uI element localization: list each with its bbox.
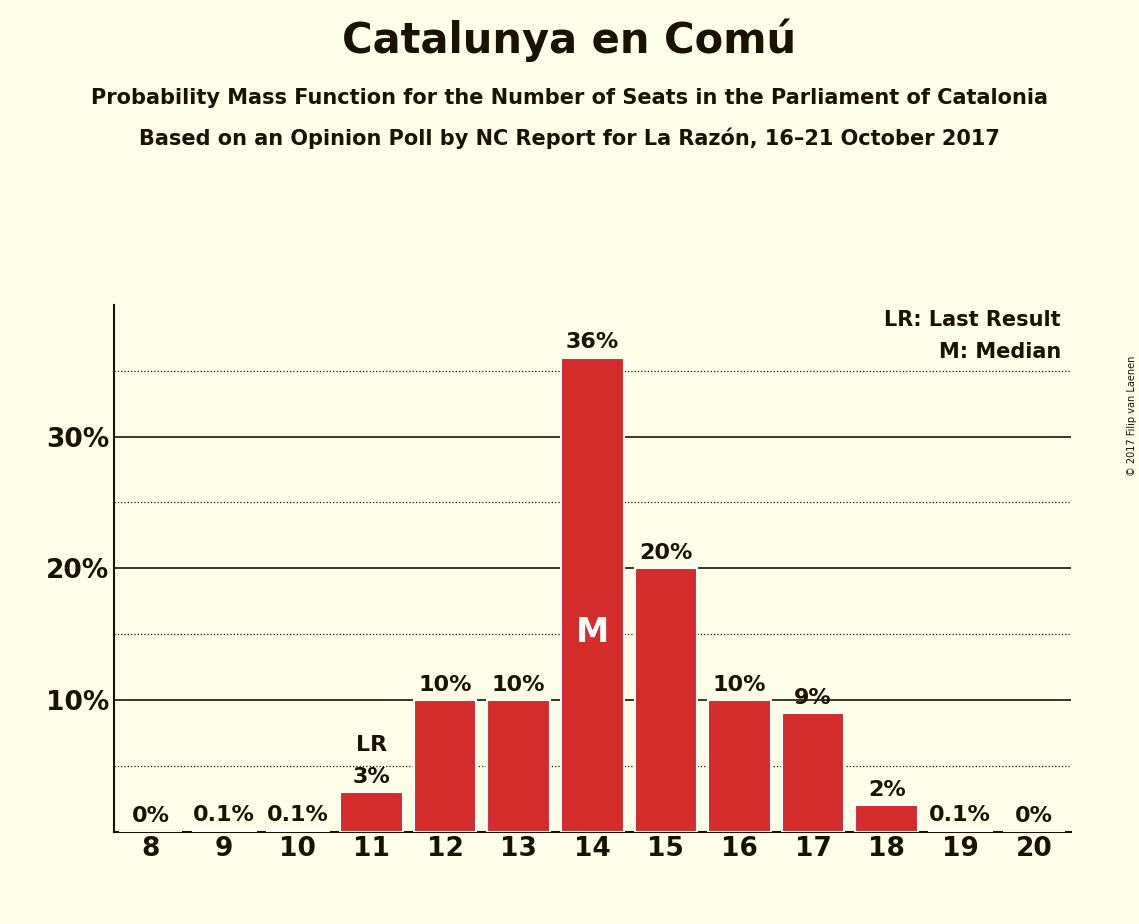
Text: 10%: 10% bbox=[713, 675, 767, 695]
Text: 2%: 2% bbox=[868, 780, 906, 800]
Text: 0%: 0% bbox=[132, 807, 170, 826]
Text: 0%: 0% bbox=[1015, 807, 1052, 826]
Bar bbox=[267, 831, 329, 832]
Bar bbox=[413, 700, 476, 832]
Text: LR: LR bbox=[355, 736, 387, 755]
Bar bbox=[341, 792, 403, 832]
Text: 10%: 10% bbox=[418, 675, 472, 695]
Text: Catalunya en Comú: Catalunya en Comú bbox=[343, 18, 796, 62]
Text: 0.1%: 0.1% bbox=[194, 805, 255, 825]
Text: M: Median: M: Median bbox=[939, 342, 1062, 362]
Bar bbox=[192, 831, 255, 832]
Text: 0.1%: 0.1% bbox=[267, 805, 329, 825]
Text: 20%: 20% bbox=[639, 543, 693, 563]
Text: 0.1%: 0.1% bbox=[929, 805, 991, 825]
Bar bbox=[487, 700, 550, 832]
Bar bbox=[634, 568, 697, 832]
Text: 36%: 36% bbox=[566, 333, 618, 352]
Bar bbox=[929, 831, 992, 832]
Bar bbox=[855, 805, 918, 832]
Text: 9%: 9% bbox=[794, 687, 831, 708]
Bar bbox=[562, 358, 623, 832]
Bar bbox=[781, 713, 844, 832]
Text: © 2017 Filip van Laenen: © 2017 Filip van Laenen bbox=[1126, 356, 1137, 476]
Text: 10%: 10% bbox=[492, 675, 546, 695]
Text: Based on an Opinion Poll by NC Report for La Razón, 16–21 October 2017: Based on an Opinion Poll by NC Report fo… bbox=[139, 128, 1000, 149]
Text: Probability Mass Function for the Number of Seats in the Parliament of Catalonia: Probability Mass Function for the Number… bbox=[91, 88, 1048, 108]
Text: 3%: 3% bbox=[353, 767, 391, 787]
Text: M: M bbox=[575, 616, 609, 649]
Text: LR: Last Result: LR: Last Result bbox=[885, 310, 1062, 330]
Bar bbox=[708, 700, 771, 832]
